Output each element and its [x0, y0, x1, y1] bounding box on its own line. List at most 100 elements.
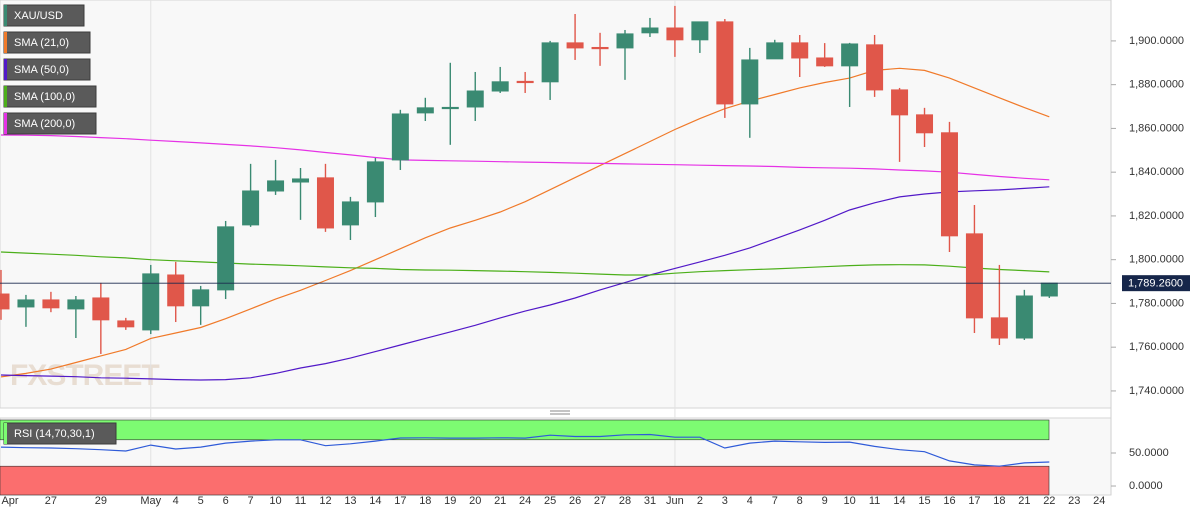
candle-body [816, 57, 834, 67]
x-tick-label: 7 [772, 495, 778, 507]
x-tick-label: 6 [223, 495, 229, 507]
legend-label: SMA (50,0) [14, 64, 69, 76]
y-tick-label: 1,840.0000 [1129, 166, 1184, 178]
line-series [0, 433, 1050, 467]
legend-label: RSI (14,70,30,1) [14, 428, 95, 440]
x-tick-label: 21 [494, 495, 506, 507]
candle-body [866, 44, 884, 91]
candle-body [666, 27, 684, 41]
candle-body [965, 233, 983, 319]
candle-body [67, 299, 85, 310]
x-tick-label: 5 [198, 495, 204, 507]
line-series [0, 134, 1050, 181]
candle-body [192, 289, 210, 307]
x-tick-label: Jun [666, 495, 684, 507]
x-tick-label: 24 [519, 495, 531, 507]
candle-body [366, 161, 384, 203]
x-tick-label: 4 [173, 495, 179, 507]
candle-body [42, 299, 60, 309]
y-tick-label: 1,860.0000 [1129, 122, 1184, 134]
x-tick-label: 14 [893, 495, 905, 507]
x-tick-label: 27 [45, 495, 57, 507]
candle-body [1015, 295, 1033, 339]
legend-label: SMA (21,0) [14, 37, 69, 49]
candle-body [616, 33, 634, 49]
x-tick-label: 19 [444, 495, 456, 507]
x-tick-label: 20 [469, 495, 481, 507]
y-tick-label: 1,780.0000 [1129, 297, 1184, 309]
candle-body [242, 190, 260, 226]
y-tick-label: 1,760.0000 [1129, 341, 1184, 353]
candle-body [466, 90, 484, 108]
candle-body [1040, 282, 1058, 297]
candle-body [267, 180, 285, 192]
rsi-plot [0, 419, 1050, 496]
candle-body [716, 21, 734, 105]
candle-body [292, 178, 310, 183]
y-tick-label: 1,900.0000 [1129, 35, 1184, 47]
legend-swatch [4, 59, 7, 80]
candle-body [0, 293, 10, 310]
x-tick-label: May [140, 495, 161, 507]
y-tick-label: 1,740.0000 [1129, 385, 1184, 397]
line-series [0, 186, 1050, 381]
candle-body [391, 113, 409, 161]
x-tick-label: 29 [95, 495, 107, 507]
legend-swatch [4, 32, 7, 53]
x-tick-label: 10 [269, 495, 281, 507]
candle-body [766, 42, 784, 60]
candle-body [990, 317, 1008, 339]
candle-body [916, 114, 934, 134]
x-tick-label: 27 [594, 495, 606, 507]
candle-body [491, 81, 509, 92]
candle-body [691, 21, 709, 41]
candle-body [316, 177, 334, 229]
x-tick-label: 10 [844, 495, 856, 507]
x-tick-label: 31 [644, 495, 656, 507]
axes: 1,740.0000 1,760.0000 1,780.0000 1,800.0000… [1, 35, 1190, 507]
legend-label: SMA (200,0) [14, 118, 75, 130]
legend-swatch [4, 423, 7, 444]
candle-body [416, 107, 434, 114]
candle-body [541, 42, 559, 83]
x-tick-label: 25 [544, 495, 556, 507]
x-tick-label: 22 [1043, 495, 1055, 507]
x-tick-label: 9 [822, 495, 828, 507]
legend-swatch [4, 86, 7, 107]
x-tick-label: 11 [295, 495, 306, 507]
x-tick-label: 14 [369, 495, 381, 507]
candle-body [791, 42, 809, 59]
candle-body [591, 46, 609, 50]
y-tick-label: 50.0000 [1129, 447, 1169, 459]
x-tick-label: 3 [722, 495, 728, 507]
candle-body [92, 297, 110, 321]
candle-body [17, 299, 35, 308]
x-tick-label: 23 [1068, 495, 1080, 507]
price-label: 1,789.2600 [1128, 278, 1183, 290]
x-tick-label: 24 [1093, 495, 1105, 507]
overbought-band [0, 419, 1050, 441]
y-tick-label: 1,820.0000 [1129, 210, 1184, 222]
x-tick-label: 2 [697, 495, 703, 507]
x-tick-label: 13 [344, 495, 356, 507]
x-tick-label: 16 [943, 495, 955, 507]
price-label-box [1122, 275, 1190, 292]
x-tick-label: 7 [248, 495, 254, 507]
candle-body [142, 273, 160, 331]
candle-body [117, 320, 135, 328]
candle-body [891, 89, 909, 116]
legend-swatch [4, 113, 7, 134]
candle-body [566, 42, 584, 49]
x-tick-label: Apr [1, 495, 18, 507]
x-tick-label: 11 [869, 495, 880, 507]
y-tick-label: 1,880.0000 [1129, 79, 1184, 91]
candle-body [940, 132, 958, 237]
candle-body [217, 226, 235, 291]
legend: XAU/USD SMA (21,0) SMA (50,0) SMA (100,0) SM… [3, 4, 117, 445]
x-tick-label: 12 [319, 495, 331, 507]
x-tick-label: 8 [797, 495, 803, 507]
x-tick-label: 18 [419, 495, 431, 507]
candle-body [441, 106, 459, 110]
